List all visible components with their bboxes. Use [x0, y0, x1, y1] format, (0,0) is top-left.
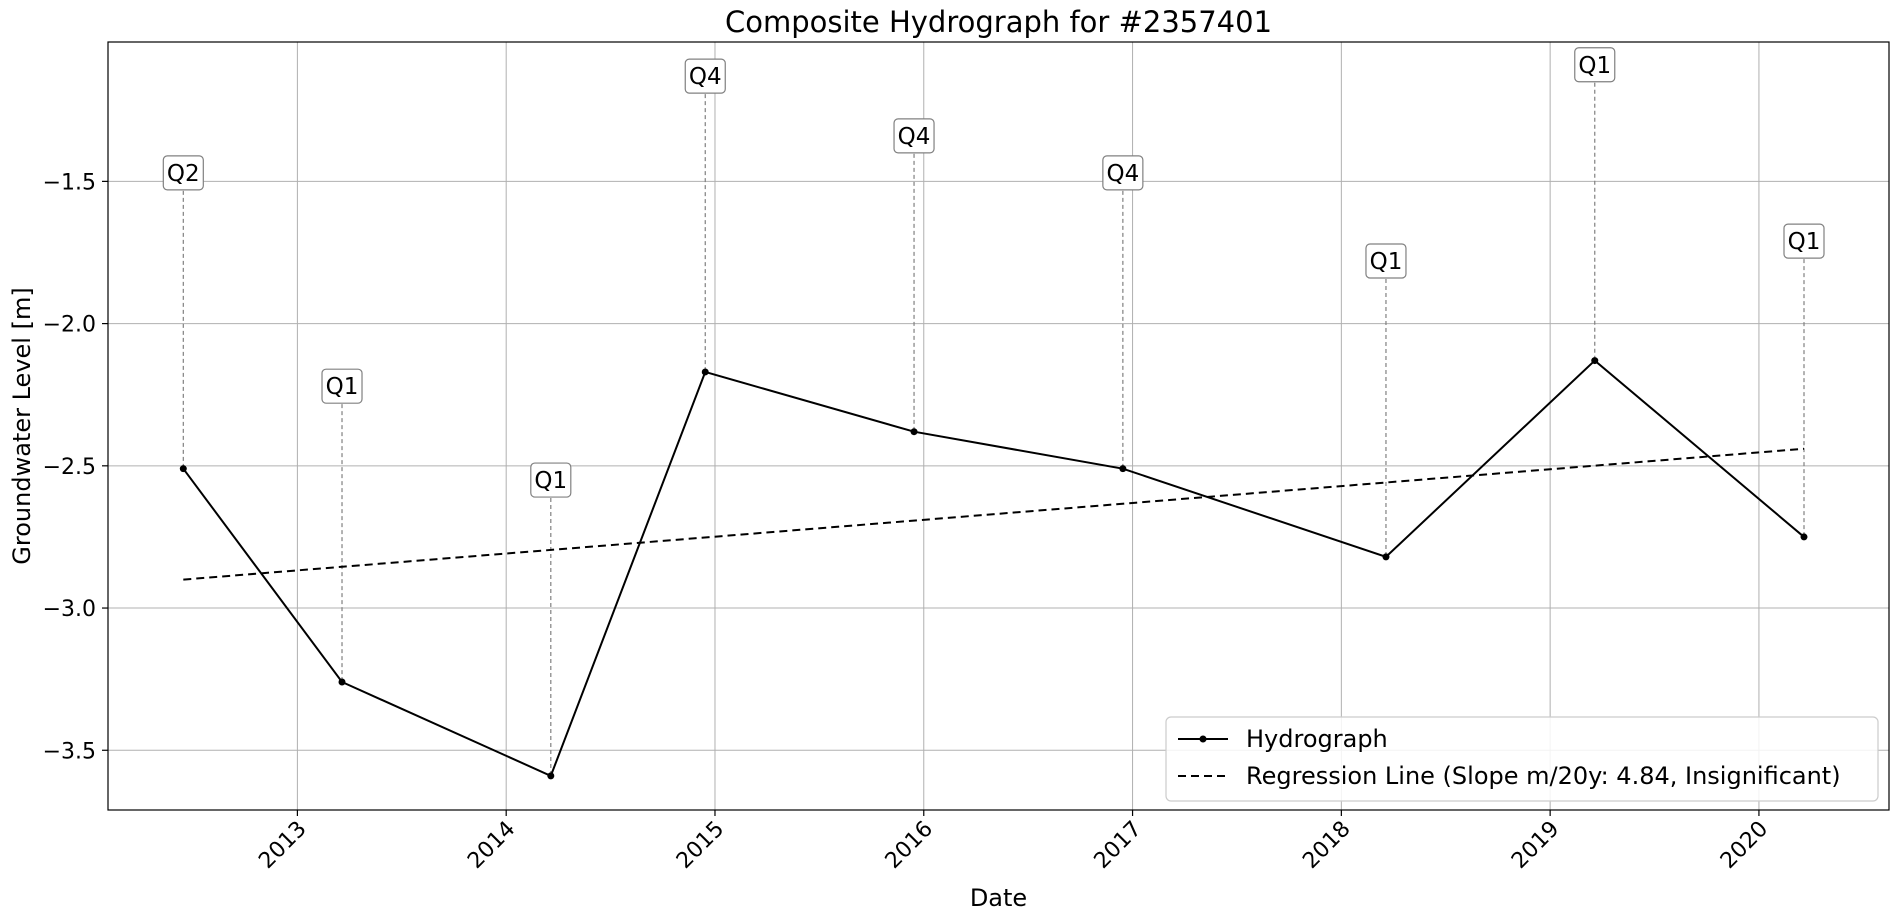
annotation-label: Q1	[1365, 243, 1407, 279]
legend-box	[1165, 716, 1879, 802]
y-tick-label: −2.0	[43, 313, 96, 338]
annotation-box	[684, 58, 726, 94]
annotation-label: Q2	[162, 155, 204, 191]
x-tick-label: 2014	[463, 817, 520, 874]
grid	[108, 42, 1889, 810]
annotation-box	[1574, 47, 1616, 83]
annotation-box	[1783, 223, 1825, 259]
annotation-text: Q1	[534, 468, 567, 494]
annotation-text: Q1	[1578, 53, 1611, 79]
annotation-label: Q4	[1102, 155, 1144, 191]
annotation-text: Q1	[326, 374, 359, 400]
annotation-labels: Q2 Q1 Q1 Q4 Q4 Q4 Q1 Q1 Q1	[162, 47, 1825, 498]
annotation-box	[530, 462, 572, 498]
annotation-text: Q1	[1788, 229, 1821, 255]
annotation-box	[1102, 155, 1144, 191]
legend: Hydrograph Regression Line (Slope m/20y: …	[1165, 716, 1879, 802]
x-tick-label: 2015	[672, 817, 729, 874]
hydrograph-point	[1591, 357, 1599, 365]
x-axis-ticks: 2013 2014 2015 2016 2017 2018 2019 2020	[254, 810, 1773, 874]
hydrograph-point	[179, 465, 187, 473]
hydrograph-point	[1800, 533, 1808, 541]
annotation-box	[1365, 243, 1407, 279]
y-tick-label: −1.5	[43, 170, 96, 195]
annotation-box	[893, 118, 935, 154]
annotation-leader-lines	[182, 82, 1805, 776]
x-tick-label: 2016	[881, 817, 938, 874]
annotation-box	[162, 155, 204, 191]
annotation-text: Q4	[1106, 161, 1139, 187]
x-tick-label: 2017	[1090, 817, 1147, 874]
x-tick-label: 2020	[1716, 817, 1773, 874]
annotation-label: Q1	[1783, 223, 1825, 259]
x-tick-label: 2019	[1507, 817, 1564, 874]
annotation-label: Q4	[684, 58, 726, 94]
legend-entry: Regression Line (Slope m/20y: 4.84, Insi…	[1246, 762, 1841, 790]
plot-area-frame	[107, 41, 1890, 811]
annotation-text: Q2	[167, 161, 200, 187]
hydrograph-point	[1119, 465, 1127, 473]
series	[179, 357, 1808, 780]
y-axis-ticks: −1.5 −2.0 −2.5 −3.0 −3.5	[43, 170, 108, 764]
y-tick-label: −3.5	[43, 739, 96, 764]
hydrograph-point	[910, 428, 918, 436]
legend-marker	[1199, 735, 1207, 743]
annotation-text: Q4	[689, 64, 722, 90]
hydrograph-line	[182, 359, 1805, 778]
hydrograph-point	[338, 678, 346, 686]
annotation-label: Q1	[530, 462, 572, 498]
hydrograph-point	[1382, 553, 1390, 561]
chart-title: Composite Hydrograph for #2357401	[725, 5, 1272, 39]
regression-line	[183, 447, 1805, 581]
annotation-label: Q1	[1574, 47, 1616, 83]
annotation-text: Q1	[1370, 249, 1403, 275]
annotation-box	[321, 368, 363, 404]
hydrograph-point	[701, 368, 709, 376]
hydrograph-point	[547, 772, 555, 780]
y-tick-label: −3.0	[43, 597, 96, 622]
x-tick-label: 2018	[1298, 817, 1355, 874]
annotation-text: Q4	[898, 124, 931, 150]
x-axis-label: Date	[970, 884, 1027, 912]
y-axis-label: Groundwater Level [m]	[8, 287, 36, 564]
annotation-label: Q4	[893, 118, 935, 154]
annotation-label: Q1	[321, 368, 363, 404]
y-tick-label: −2.5	[43, 455, 96, 480]
legend-entry: Hydrograph	[1246, 725, 1388, 753]
x-tick-label: 2013	[254, 817, 311, 874]
